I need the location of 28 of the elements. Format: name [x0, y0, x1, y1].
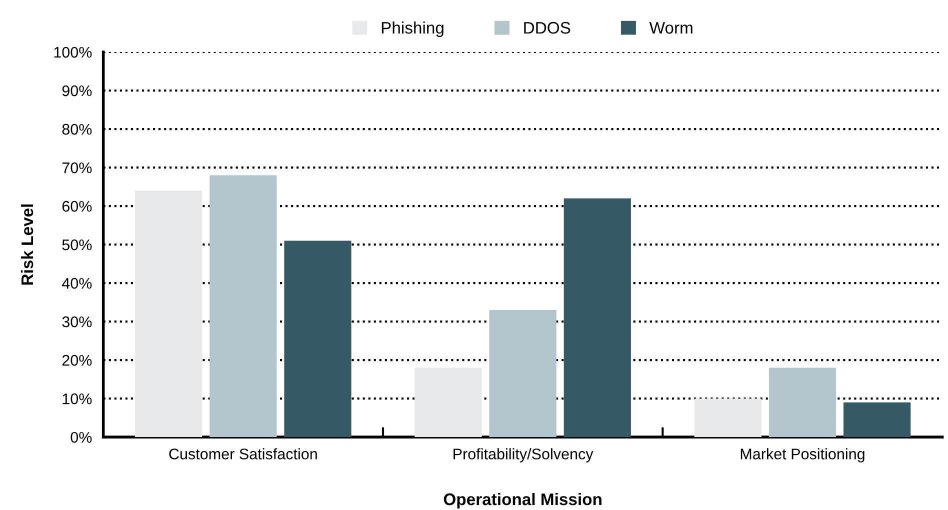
- legend-label: Worm: [649, 22, 692, 34]
- x-tick-label: Market Positioning: [740, 448, 864, 462]
- y-tick-label: 90%: [62, 85, 92, 96]
- legend-label: DDOS: [524, 22, 570, 34]
- y-tick-label: 10%: [62, 393, 92, 404]
- bar: [694, 398, 762, 438]
- y-tick-label: 100%: [54, 46, 92, 58]
- y-tick-label: 30%: [62, 316, 92, 328]
- y-tick-label: 40%: [62, 278, 92, 289]
- bar: [135, 190, 202, 438]
- bar: [489, 310, 556, 438]
- y-tick-label: 50%: [62, 239, 92, 250]
- x-axis-title: Operational Mission: [444, 492, 602, 509]
- bar: [284, 240, 352, 438]
- bar: [768, 368, 836, 438]
- bar: [210, 175, 277, 438]
- x-tick-label: Profitability/Solvency: [454, 448, 594, 462]
- y-tick-label: 80%: [62, 124, 92, 135]
- y-axis-title: Risk Level: [20, 204, 34, 285]
- y-tick-label: 60%: [62, 200, 92, 212]
- y-tick-label: 0%: [70, 432, 92, 443]
- bar: [414, 368, 482, 438]
- y-tick-label: 70%: [62, 162, 92, 174]
- y-tick-label: 20%: [62, 354, 92, 366]
- x-tick-label: Customer Satisfaction: [169, 448, 317, 460]
- bar: [844, 402, 911, 438]
- legend-label: Phishing: [382, 21, 444, 38]
- bar: [564, 198, 631, 438]
